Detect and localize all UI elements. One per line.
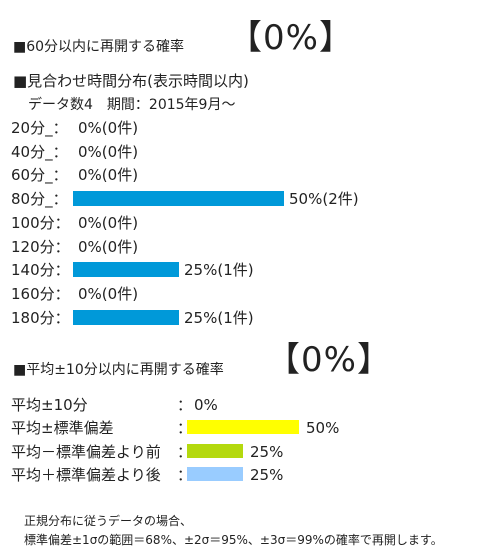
distribution-row-label: 140分： bbox=[11, 261, 70, 279]
distribution-row-value: 25%(1件) bbox=[184, 261, 254, 279]
stats-bar bbox=[187, 420, 299, 434]
distribution-bar bbox=[73, 310, 179, 325]
distribution-row-value: 0%(0件) bbox=[78, 166, 139, 184]
distribution-row-value: 0%(0件) bbox=[78, 285, 139, 303]
distribution-row-label: 160分： bbox=[11, 285, 70, 303]
distribution-row-label: 40分_： bbox=[11, 143, 68, 161]
stats-row-colon: ： bbox=[177, 396, 193, 414]
distribution-row-label: 20分_： bbox=[11, 119, 68, 137]
distribution-bar bbox=[73, 191, 284, 206]
stats-row-label: 平均±標準偏差 bbox=[11, 419, 114, 437]
note-line-1: 正規分布に従うデータの場合、 bbox=[24, 514, 193, 528]
stats-row-value: 25% bbox=[250, 443, 284, 461]
distribution-row-label: 180分： bbox=[11, 309, 70, 327]
distribution-row-label: 100分： bbox=[11, 214, 70, 232]
distribution-bar bbox=[73, 262, 179, 277]
distribution-row-value: 0%(0件) bbox=[78, 214, 139, 232]
distribution-row-value: 0%(0件) bbox=[78, 143, 139, 161]
distribution-row-label: 80分_： bbox=[11, 190, 68, 208]
note-line-2: 標準偏差±1σの範囲＝68%、±2σ＝95%、±3σ＝99%の確率で再開します。 bbox=[24, 533, 443, 547]
distribution-row-value: 50%(2件) bbox=[289, 190, 359, 208]
stats-row-value: 0% bbox=[194, 396, 218, 414]
distribution-row-label: 60分_： bbox=[11, 166, 68, 184]
restart-avg-title: ■平均±10分以内に再開する確率 bbox=[13, 362, 224, 378]
stats-row-value: 50% bbox=[306, 419, 340, 437]
restart-60min-title: ■60分以内に再開する確率 bbox=[13, 39, 185, 55]
stats-bar bbox=[187, 444, 243, 458]
stats-bar bbox=[187, 467, 243, 481]
distribution-meta: データ数4 期間：2015年9月～ bbox=[28, 97, 236, 113]
restart-avg-percent: 【0%】 bbox=[266, 340, 392, 380]
distribution-row-value: 25%(1件) bbox=[184, 309, 254, 327]
distribution-row-label: 120分： bbox=[11, 238, 70, 256]
distribution-row-value: 0%(0件) bbox=[78, 119, 139, 137]
distribution-row-value: 0%(0件) bbox=[78, 238, 139, 256]
stats-row-label: 平均±10分 bbox=[11, 396, 88, 414]
stats-row-label: 平均＋標準偏差より後 bbox=[11, 466, 161, 484]
distribution-title: ■見合わせ時間分布(表示時間以内) bbox=[13, 72, 249, 90]
restart-60min-percent: 【0%】 bbox=[228, 18, 354, 58]
stats-row-value: 25% bbox=[250, 466, 284, 484]
stats-row-label: 平均－標準偏差より前 bbox=[11, 443, 161, 461]
